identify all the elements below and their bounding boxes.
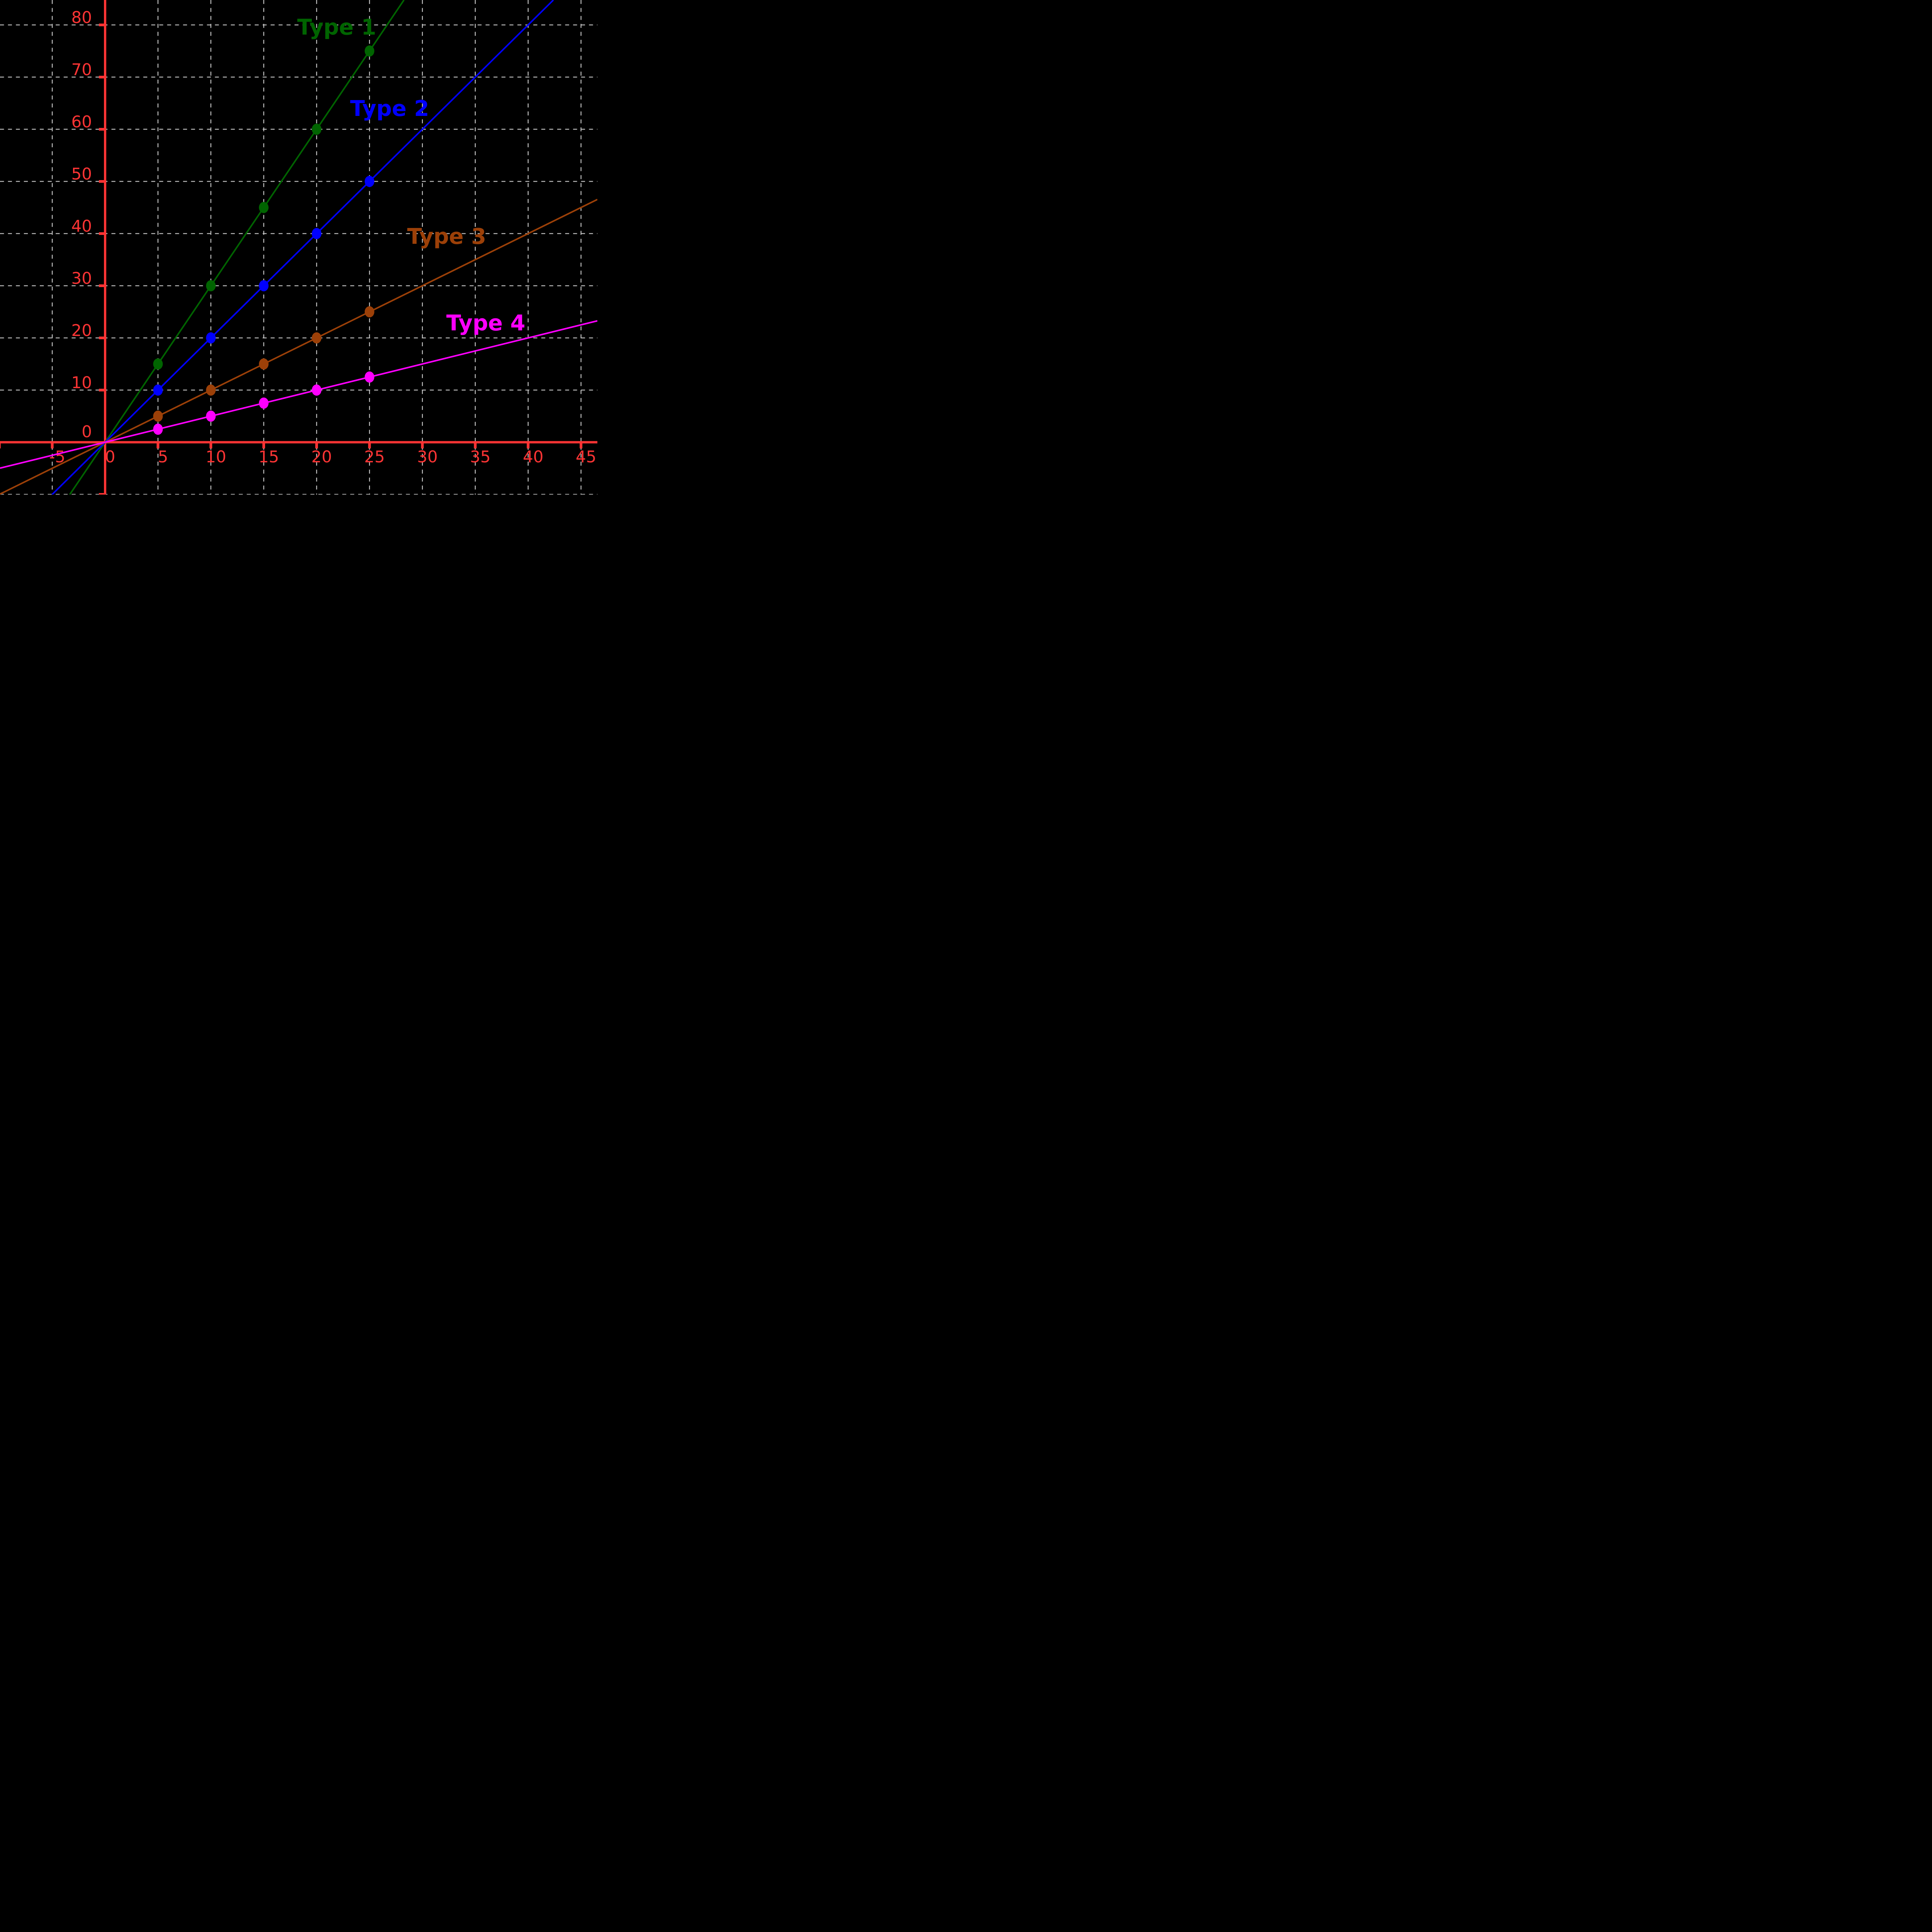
x-tick-label-25: 25 bbox=[364, 447, 385, 466]
x-tick-label-0: 0 bbox=[105, 447, 116, 466]
data-point-type-2-x20 bbox=[311, 228, 321, 239]
y-tick-label-10: 10 bbox=[71, 373, 92, 392]
series-label-type-1: Type 1 bbox=[297, 15, 376, 40]
data-point-type-2-x10 bbox=[206, 332, 216, 344]
data-point-type-3-x20 bbox=[311, 332, 321, 344]
series-type-3: Type 3 bbox=[0, 199, 597, 495]
data-point-type-4-x5 bbox=[153, 423, 163, 435]
series-type-2: Type 2 bbox=[51, 0, 554, 495]
x-tick-label-5: 5 bbox=[158, 447, 168, 466]
data-point-type-1-x15 bbox=[259, 202, 269, 213]
chart-background bbox=[0, 0, 597, 495]
x-tick-label-40: 40 bbox=[523, 447, 543, 466]
data-point-type-4-x25 bbox=[364, 371, 374, 383]
y-tick-label-40: 40 bbox=[71, 217, 92, 236]
x-tick-label-20: 20 bbox=[311, 447, 332, 466]
axis-ticks bbox=[0, 24, 583, 495]
y-tick-label-50: 50 bbox=[71, 165, 92, 184]
data-point-type-3-x10 bbox=[206, 384, 216, 396]
series-line-type-1 bbox=[69, 0, 405, 495]
y-tick-label-30: 30 bbox=[71, 269, 92, 288]
y-tick-label-70: 70 bbox=[71, 60, 92, 79]
series-line-type-3 bbox=[0, 199, 597, 495]
data-point-type-2-x25 bbox=[364, 176, 374, 187]
x-tick-label-45: 45 bbox=[576, 447, 596, 466]
data-point-type-1-x20 bbox=[311, 124, 321, 135]
series-line-type-4 bbox=[0, 320, 597, 469]
series-line-type-2 bbox=[51, 0, 554, 495]
data-point-type-1-x5 bbox=[153, 358, 163, 370]
data-point-type-2-x15 bbox=[259, 280, 269, 291]
data-point-type-1-x25 bbox=[364, 45, 374, 57]
x-tick-label-35: 35 bbox=[470, 447, 490, 466]
series-type-4: Type 4 bbox=[0, 311, 597, 469]
series-type-1: Type 1 bbox=[69, 0, 405, 495]
series-label-type-2: Type 2 bbox=[350, 96, 429, 121]
series-label-type-3: Type 3 bbox=[407, 224, 486, 249]
data-point-type-4-x20 bbox=[311, 384, 321, 396]
data-point-type-2-x5 bbox=[153, 384, 163, 396]
line-chart: -5 0 5 10 15 20 25 30 35 40 45 0 10 20 30 40 50 60 70 80 Typ… bbox=[0, 0, 597, 495]
axes bbox=[0, 0, 597, 495]
series-label-type-4: Type 4 bbox=[446, 311, 526, 336]
data-point-type-4-x15 bbox=[259, 397, 269, 409]
y-tick-label-80: 80 bbox=[71, 8, 92, 27]
x-tick-label-15: 15 bbox=[259, 447, 279, 466]
data-point-type-4-x10 bbox=[206, 410, 216, 422]
x-tick-label-10: 10 bbox=[206, 447, 226, 466]
y-tick-label-20: 20 bbox=[71, 321, 92, 340]
x-tick-label-30: 30 bbox=[417, 447, 437, 466]
data-point-type-3-x15 bbox=[259, 358, 269, 370]
y-tick-label-60: 60 bbox=[71, 112, 92, 131]
data-point-type-3-x25 bbox=[364, 306, 374, 318]
data-point-type-1-x10 bbox=[206, 280, 216, 291]
y-tick-label-0: 0 bbox=[82, 422, 92, 441]
data-point-type-3-x5 bbox=[153, 410, 163, 422]
